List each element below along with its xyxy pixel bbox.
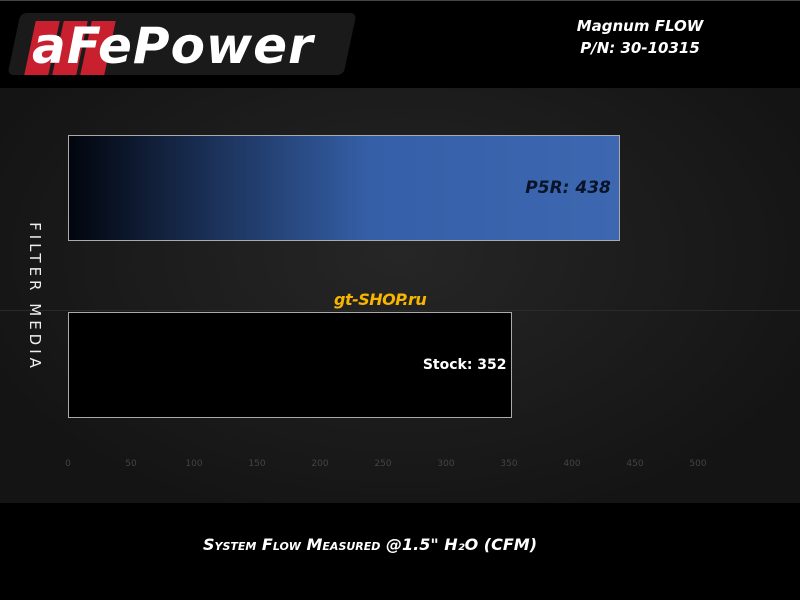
- bar-stock: Stock: 352: [68, 312, 512, 418]
- product-name: Magnum FLOW: [576, 17, 704, 35]
- product-info: Magnum FLOW P/N: 30-10315: [540, 15, 740, 59]
- x-tick-label: 250: [374, 459, 392, 469]
- x-axis-label: System Flow Measured @1.5" H₂O (CFM): [202, 535, 538, 554]
- x-tick-label: 100: [185, 459, 203, 469]
- x-tick-label: 200: [311, 459, 329, 469]
- footer: System Flow Measured @1.5" H₂O (CFM): [0, 503, 800, 600]
- x-tick-label: 400: [563, 459, 581, 469]
- data-label-p5r: P5R: 438: [525, 178, 611, 198]
- x-tick-label: 150: [248, 459, 266, 469]
- watermark-logo: gt-SHOP.ru: [334, 290, 427, 309]
- x-tick-label: 500: [689, 459, 707, 469]
- bar-p5r: P5R: 438: [68, 135, 620, 241]
- data-label-stock: Stock: 352: [422, 357, 507, 373]
- x-tick-label: 0: [65, 459, 71, 469]
- divider-line: [0, 310, 800, 311]
- x-tick-label: 350: [500, 459, 518, 469]
- x-tick-label: 450: [626, 459, 644, 469]
- logo-text: aFePower: [32, 17, 314, 75]
- x-tick-label: 50: [125, 459, 137, 469]
- y-axis-label: FILTER MEDIA: [26, 222, 44, 372]
- part-number: P/N: 30-10315: [580, 39, 700, 57]
- afe-power-logo: aFePower: [7, 13, 357, 77]
- header: aFePower Magnum FLOW P/N: 30-10315: [0, 0, 800, 89]
- x-tick-label: 300: [437, 459, 455, 469]
